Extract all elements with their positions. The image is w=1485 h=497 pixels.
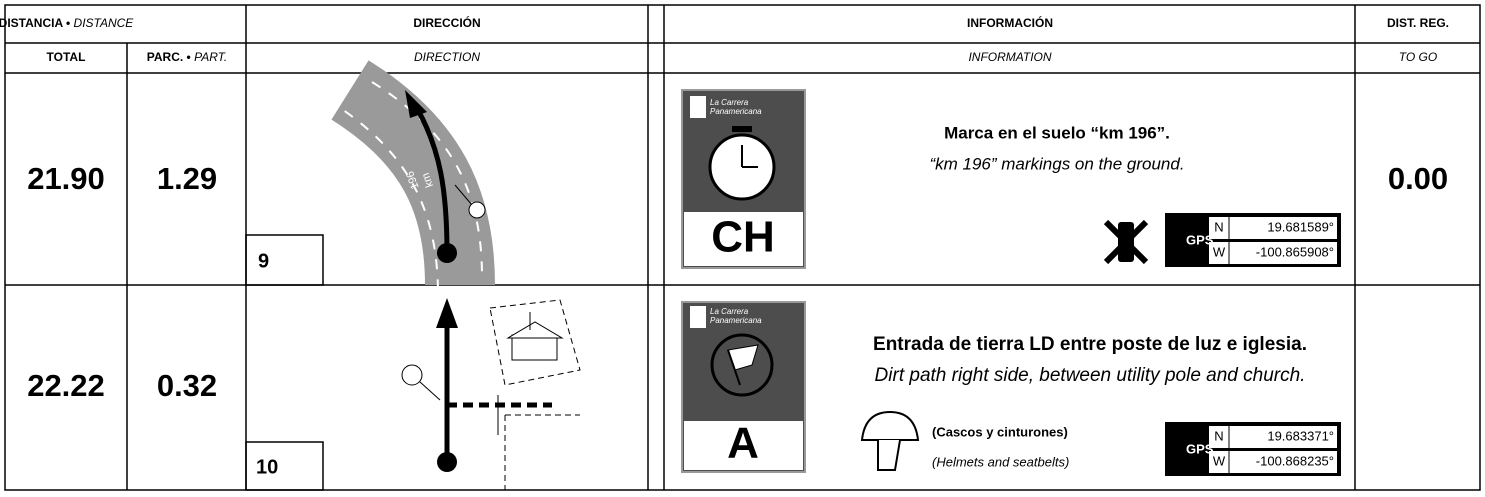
badge: La Carrera Panamericana CH [681, 89, 806, 269]
info-subtitle: “km 196” markings on the ground. [929, 154, 1184, 173]
header-to-go: TO GO [1399, 50, 1437, 64]
gps-n: 19.683371° [1267, 428, 1334, 443]
partial: 0.32 [157, 368, 217, 403]
header-direction: DIRECCIÓN [413, 15, 480, 30]
header-information-en: INFORMATION [968, 50, 1051, 64]
badge: La Carrera Panamericana A [681, 301, 806, 473]
road-label: km [420, 171, 436, 189]
logo-text: La Carrera [710, 307, 749, 316]
total: 21.90 [27, 161, 105, 196]
gps-label: GPS [1186, 232, 1214, 247]
total: 22.22 [27, 368, 105, 403]
to-go: 0.00 [1388, 161, 1448, 196]
logo-text: Panamericana [710, 107, 762, 116]
header-information: INFORMACIÓN [967, 15, 1053, 30]
header-dist-reg: DIST. REG. [1387, 16, 1449, 30]
gps-w-label: W [1213, 453, 1226, 468]
logo-text: Panamericana [710, 316, 762, 325]
badge-code: CH [711, 213, 775, 262]
step-box [245, 441, 324, 491]
partial: 1.29 [157, 161, 217, 196]
info-title: Marca en el suelo “km 196”. [944, 123, 1170, 142]
direction-drawing [401, 298, 581, 490]
gps-box: GPS N 19.681589° W -100.865908° [1165, 213, 1341, 267]
note: (Cascos y cinturones) [932, 424, 1068, 439]
header-direction-en: DIRECTION [414, 50, 480, 64]
header-distance: DISTANCIA • DISTANCE [0, 16, 134, 30]
step-number: 10 [256, 456, 278, 478]
gps-box: GPS N 19.683371° W -100.868235° [1165, 422, 1341, 476]
info-subtitle: Dirt path right side, between utility po… [875, 365, 1306, 386]
note-en: (Helmets and seatbelts) [932, 454, 1069, 469]
gps-w: -100.865908° [1256, 244, 1334, 259]
gps-n-label: N [1214, 219, 1223, 234]
gps-w: -100.868235° [1256, 453, 1334, 468]
step-box [245, 234, 324, 286]
logo-text: La Carrera [710, 98, 749, 107]
header-total: TOTAL [47, 50, 86, 64]
no-phone-icon [1103, 219, 1149, 265]
gps-label: GPS [1186, 441, 1214, 456]
gps-n: 19.681589° [1267, 219, 1334, 234]
info-title: Entrada de tierra LD entre poste de luz … [873, 334, 1307, 355]
gps-w-label: W [1213, 244, 1226, 259]
step-number: 9 [258, 250, 269, 272]
helmet-icon [860, 410, 920, 471]
road-drawing: 196 km [327, 60, 495, 296]
gps-n-label: N [1214, 428, 1223, 443]
badge-code: A [727, 419, 759, 468]
header-partial: PARC. • PART. [147, 50, 227, 64]
road-label: 196 [404, 169, 422, 190]
